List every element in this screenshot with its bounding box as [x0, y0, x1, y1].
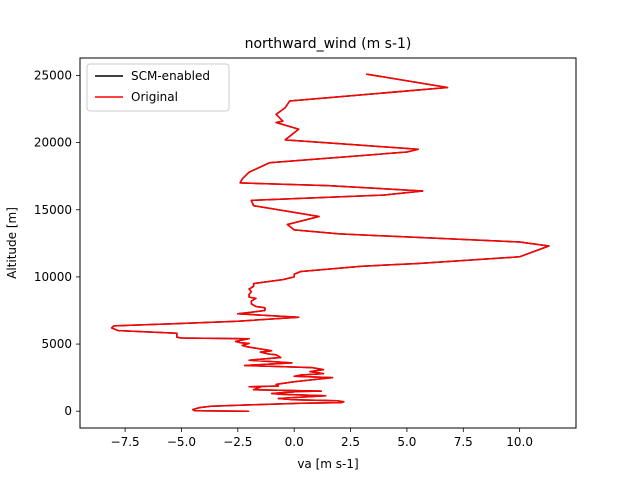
legend-label-original: Original	[131, 90, 178, 104]
y-tick-label: 25000	[34, 68, 72, 82]
series-line-original	[110, 73, 550, 412]
x-tick-label: −5.0	[167, 435, 196, 449]
y-tick-label: 15000	[34, 203, 72, 217]
chart-title: northward_wind (m s-1)	[245, 36, 412, 52]
plot-area	[79, 57, 577, 429]
y-axis-label: Altitude [m]	[5, 207, 19, 279]
x-tick-label: 0.0	[285, 435, 304, 449]
x-tick-label: −2.5	[223, 435, 252, 449]
x-tick-label: 5.0	[397, 435, 416, 449]
x-tick-label: 2.5	[341, 435, 360, 449]
y-tick-label: 5000	[41, 337, 72, 351]
y-axis-ticks: 0 5000 10000 15000 20000 25000	[34, 68, 80, 418]
y-tick-label: 10000	[34, 270, 72, 284]
x-tick-label: 7.5	[454, 435, 473, 449]
y-tick-label: 20000	[34, 136, 72, 150]
legend: SCM-enabled Original	[86, 63, 230, 112]
y-tick-label: 0	[64, 404, 72, 418]
legend-label-scm-enabled: SCM-enabled	[131, 69, 210, 83]
series-layer	[110, 73, 550, 412]
x-tick-label: 10.0	[506, 435, 533, 449]
x-axis-label: va [m s-1]	[297, 457, 358, 471]
x-axis-ticks: −7.5 −5.0 −2.5 0.0 2.5 5.0 7.5 10.0	[111, 428, 533, 449]
x-tick-label: −7.5	[111, 435, 140, 449]
